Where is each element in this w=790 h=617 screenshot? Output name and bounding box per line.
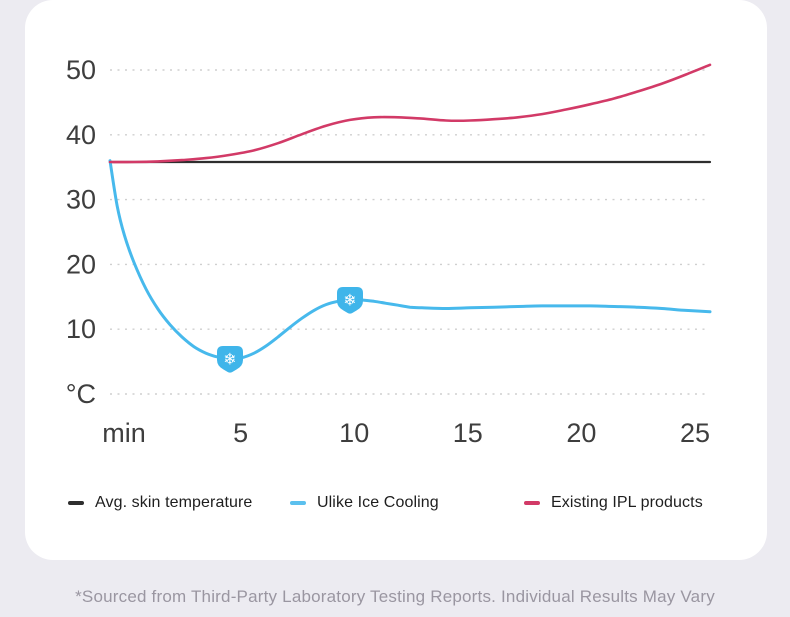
avg-skin-temperature-line-swatch	[68, 501, 84, 505]
y-tick-label-50: 50	[66, 55, 96, 85]
x-tick-label-5: 5	[233, 418, 248, 448]
snowflake-badge-icon: ❄	[337, 287, 363, 314]
y-tick-label-10: 10	[66, 314, 96, 344]
legend-item-avg-skin-temperature: Avg. skin temperature	[68, 492, 252, 514]
x-tick-label-15: 15	[453, 418, 483, 448]
existing-ipl-products-line-swatch	[524, 501, 540, 505]
y-tick-label-20: 20	[66, 249, 96, 279]
x-axis-unit-label: min	[102, 418, 146, 448]
y-tick-label-30: 30	[66, 185, 96, 215]
snowflake-badge-icon: ❄	[217, 346, 243, 373]
y-axis-unit-label: °C	[66, 379, 96, 409]
y-tick-label-40: 40	[66, 120, 96, 150]
legend-item-existing-ipl-products: Existing IPL products	[524, 492, 703, 514]
temperature-line-chart: °C 10 20 30 40 50 min 5 10 15 20 25 ❄ ❄	[66, 55, 712, 448]
chart-legend: Avg. skin temperature Ulike Ice Cooling …	[25, 492, 767, 514]
series-line-ulike-ice-cooling	[108, 159, 712, 361]
snowflake-icon: ❄	[343, 291, 356, 310]
footnote-text: *Sourced from Third-Party Laboratory Tes…	[75, 587, 715, 606]
x-tick-label-10: 10	[339, 418, 369, 448]
x-tick-label-25: 25	[680, 418, 710, 448]
legend-label: Existing IPL products	[551, 494, 703, 511]
legend-label: Ulike Ice Cooling	[317, 494, 439, 511]
series-line-existing-ipl-products	[108, 63, 712, 164]
legend-label: Avg. skin temperature	[95, 494, 253, 511]
x-tick-label-20: 20	[566, 418, 596, 448]
ulike-ice-cooling-line-swatch	[290, 501, 306, 505]
chart-card: °C 10 20 30 40 50 min 5 10 15 20 25 ❄ ❄ Avg. skin tem…	[25, 0, 767, 560]
legend-item-ulike-ice-cooling: Ulike Ice Cooling	[290, 492, 439, 514]
snowflake-icon: ❄	[223, 350, 236, 369]
